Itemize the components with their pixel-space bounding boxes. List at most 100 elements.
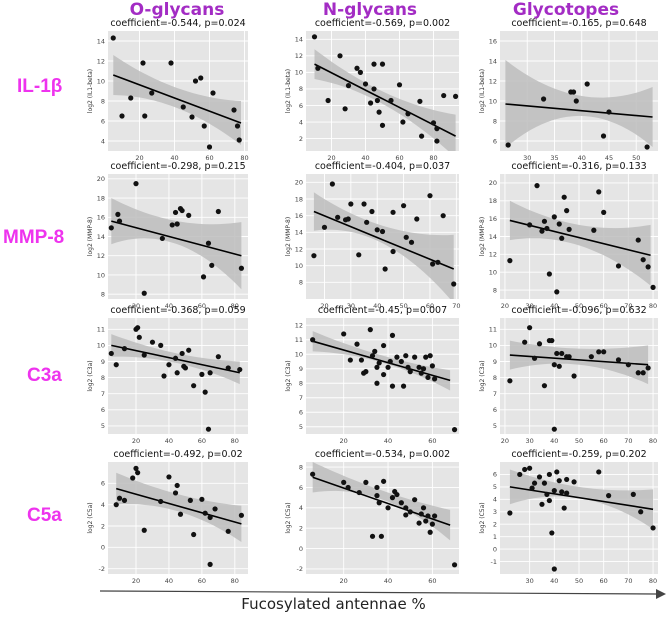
y-tick-label: 8 <box>101 97 105 105</box>
y-tick-label: 2 <box>493 521 497 529</box>
y-tick-label: 4 <box>101 137 105 145</box>
y-tick-label: 10 <box>97 271 105 279</box>
x-tick-label: 70 <box>624 302 632 310</box>
y-axis-label: log2 (MMP-8) <box>479 217 486 256</box>
y-tick-label: 6 <box>101 117 105 125</box>
data-point <box>310 337 316 343</box>
data-point <box>387 358 393 365</box>
panel-c5a-glycotopes: 30 40 50 60 70 80 -1 0 1 2 3 4 5 6 log2 (C5a) coefficie… <box>479 449 658 585</box>
data-point <box>388 97 394 104</box>
y-tick-label: 4 <box>493 496 497 504</box>
y-tick-label: 18 <box>295 195 303 203</box>
data-point <box>191 531 197 538</box>
data-point <box>321 224 328 230</box>
y-tick-label: 8 <box>493 117 497 125</box>
y-tick-label: 14 <box>295 36 303 44</box>
y-tick-label: 12 <box>295 52 303 60</box>
data-point <box>566 354 572 360</box>
data-point <box>149 339 156 345</box>
data-point <box>205 426 212 432</box>
y-tick-label: 12 <box>489 77 497 85</box>
data-point <box>158 342 164 348</box>
data-point <box>378 533 384 539</box>
data-point <box>573 98 579 104</box>
y-tick-label: 12 <box>489 251 497 259</box>
y-tick-label: 14 <box>489 57 497 65</box>
y-tick-label: 11 <box>97 326 105 334</box>
data-point <box>115 211 121 217</box>
data-point <box>596 349 602 355</box>
x-tick-label: 80 <box>649 437 657 445</box>
data-point <box>451 427 458 433</box>
y-tick-label: 12 <box>295 245 303 253</box>
data-point <box>531 355 538 361</box>
data-point <box>315 65 321 71</box>
data-point <box>189 114 195 120</box>
data-point <box>401 203 407 209</box>
y-tick-label: 5 <box>299 423 303 431</box>
coefficient-title: coefficient=-0.368, p=0.059 <box>110 305 245 316</box>
data-point <box>412 354 418 360</box>
y-tick-label: 9 <box>101 358 105 366</box>
data-point <box>345 216 351 222</box>
y-tick-label: 4 <box>299 504 303 512</box>
data-point <box>363 369 369 375</box>
data-point <box>205 240 212 246</box>
data-point <box>133 181 139 187</box>
data-point <box>596 189 602 195</box>
data-point <box>564 208 570 214</box>
data-point <box>133 465 139 471</box>
data-point <box>179 207 185 214</box>
coefficient-title: coefficient=-0.316, p=0.133 <box>511 161 646 172</box>
y-tick-label: 11 <box>489 326 497 334</box>
data-point <box>615 263 622 269</box>
data-point <box>517 471 523 478</box>
regression-line <box>509 219 651 257</box>
data-point <box>379 228 386 235</box>
confidence-band <box>509 340 649 385</box>
data-point <box>337 53 343 59</box>
y-tick-label: 9 <box>493 358 497 366</box>
data-point <box>507 378 513 384</box>
y-tick-label: 6 <box>493 137 497 145</box>
data-point <box>177 511 184 517</box>
data-point <box>407 509 413 515</box>
data-point <box>385 505 391 511</box>
data-point <box>531 480 538 486</box>
coefficient-title: coefficient=-0.096, p=0.632 <box>511 305 646 316</box>
data-point <box>390 209 396 215</box>
x-tick-label: 40 <box>384 437 392 445</box>
x-tick-label: 40 <box>550 302 558 310</box>
x-tick-label: 40 <box>578 154 586 162</box>
y-tick-label: 6 <box>299 102 303 110</box>
data-point <box>354 341 360 347</box>
data-point <box>108 350 114 357</box>
data-point <box>539 228 545 234</box>
x-tick-label: 60 <box>198 577 206 585</box>
y-tick-label: 10 <box>489 342 497 350</box>
x-tick-label: 20 <box>320 302 328 310</box>
y-tick-label: 7 <box>493 390 497 398</box>
x-tick-label: 50 <box>399 302 407 310</box>
panel-mmp-8-glycotopes: 20 30 40 50 60 70 80 8 10 12 14 16 18 20 log2 (MMP-8) c… <box>479 161 658 310</box>
data-point <box>640 370 646 376</box>
data-point <box>441 92 447 99</box>
data-point <box>142 113 148 119</box>
y-tick-label: 16 <box>489 215 497 223</box>
data-point <box>541 383 548 389</box>
data-point <box>546 497 552 504</box>
data-point <box>179 350 185 357</box>
data-point <box>453 93 459 99</box>
y-tick-label: 14 <box>97 233 105 241</box>
data-point <box>159 235 165 242</box>
y-tick-label: 11 <box>295 336 303 344</box>
data-point <box>379 61 386 67</box>
y-tick-label: 4 <box>101 501 105 509</box>
data-point <box>571 479 577 485</box>
coefficient-title: coefficient=-0.492, p=0.02 <box>113 449 242 460</box>
data-point <box>169 222 175 228</box>
x-tick-label: 80 <box>240 154 248 162</box>
row-label-il1b: IL-1β <box>17 76 63 97</box>
panel-mmp-8-o-glycans: 20 40 60 80 8 10 12 14 16 18 20 log2 (MMP-8) coeffic… <box>87 161 248 310</box>
x-tick-label: 60 <box>428 437 436 445</box>
